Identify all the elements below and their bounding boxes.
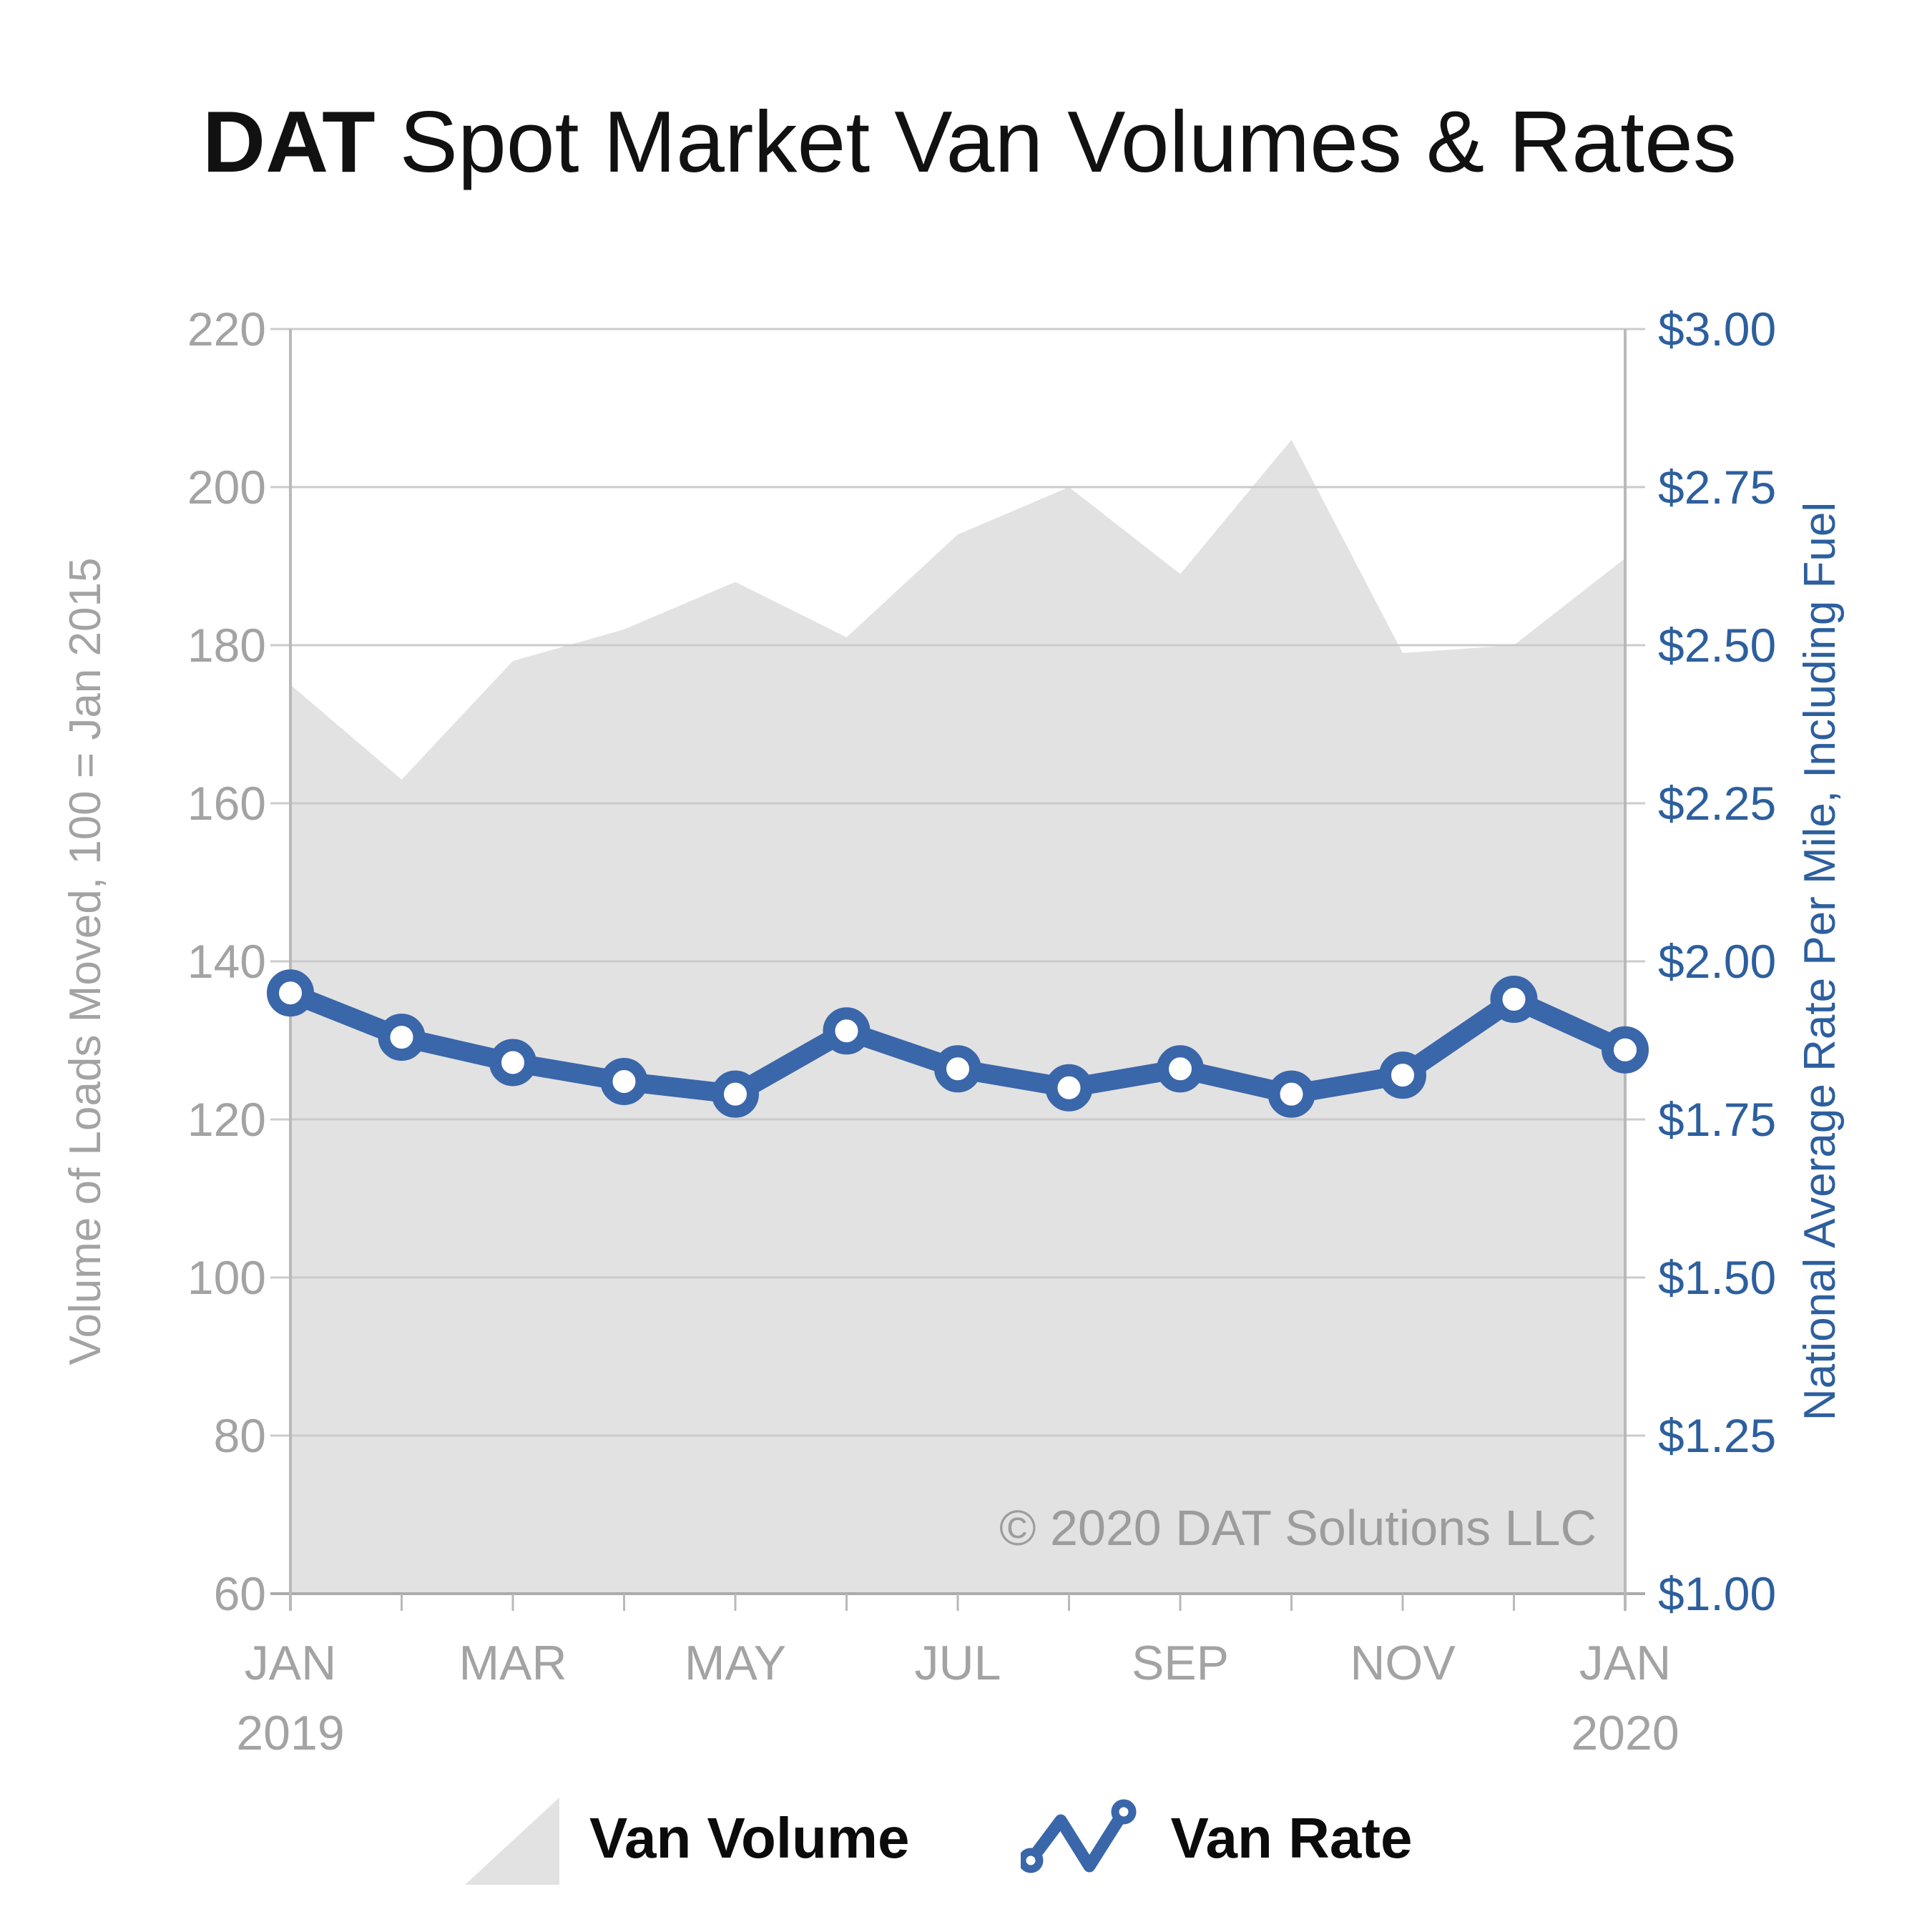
van-rate-point-9 <box>1267 1070 1315 1118</box>
right-axis-title: National Average Rate Per Mile, Includin… <box>1795 502 1845 1421</box>
van-volume-legend-swatch <box>465 1798 559 1885</box>
van-rate-point-5 <box>823 1007 871 1055</box>
x-axis-label-0: JAN <box>245 1636 336 1690</box>
right-axis-label-2.25: $2.25 <box>1658 777 1776 830</box>
left-axis-label-200: 200 <box>187 461 266 514</box>
van-rate-point-6 <box>934 1045 981 1093</box>
left-axis-label-220: 220 <box>187 303 266 355</box>
right-axis-label-2.50: $2.50 <box>1658 619 1776 672</box>
right-axis-label-2.00: $2.00 <box>1658 935 1776 988</box>
left-axis-label-160: 160 <box>187 777 266 830</box>
page-title-brand: DAT <box>202 93 376 190</box>
right-axis-label-1.00: $1.00 <box>1658 1567 1776 1620</box>
van-volume-area <box>290 439 1625 1594</box>
x-axis-label-4: MAY <box>685 1636 786 1690</box>
van-rate-point-12 <box>1602 1026 1649 1074</box>
x-axis-label-8: SEP <box>1132 1636 1229 1690</box>
left-axis-label-60: 60 <box>214 1567 266 1620</box>
van-rate-legend-label: Van Rate <box>1170 1806 1413 1870</box>
watermark: © 2020 DAT Solutions LLC <box>999 1500 1597 1556</box>
right-axis-label-2.75: $2.75 <box>1658 461 1776 514</box>
left-axis-label-180: 180 <box>187 619 266 672</box>
van-volume-legend-label: Van Volume <box>589 1806 910 1870</box>
x-axis-label-2: MAR <box>459 1636 567 1690</box>
left-axis-title: Volume of Loads Moved, 100 = Jan 2015 <box>61 558 110 1365</box>
right-axis-label-1.75: $1.75 <box>1658 1093 1776 1146</box>
legend: Van Volume Van Rate <box>465 1785 1412 1892</box>
van-rate-point-4 <box>712 1070 759 1118</box>
left-axis-label-100: 100 <box>187 1251 266 1304</box>
x-axis-label-6: JUL <box>915 1636 1001 1690</box>
x-axis-year-2020: 2020 <box>1571 1706 1679 1760</box>
right-axis-label-1.25: $1.25 <box>1658 1409 1776 1462</box>
van-rate-legend-icon <box>1020 1799 1137 1873</box>
van-rate-point-2 <box>489 1039 536 1087</box>
van-rate-point-10 <box>1379 1051 1426 1099</box>
van-rate-point-11 <box>1490 976 1538 1024</box>
chart-foreground-layer: 60 $1.00 80 $1.25 100 $1.50 120 $1.75 140 $2.00 16… <box>187 303 1776 1760</box>
chart-background-layer <box>270 328 1645 1611</box>
x-axis-label-12: JAN <box>1579 1636 1671 1690</box>
van-rate-point-1 <box>378 1014 426 1061</box>
x-axis-label-10: NOV <box>1350 1636 1456 1690</box>
van-rate-point-0 <box>267 969 314 1017</box>
left-axis-label-120: 120 <box>187 1093 266 1146</box>
van-rate-point-7 <box>1045 1064 1093 1112</box>
van-rate-point-3 <box>600 1057 648 1105</box>
x-axis-year-2019: 2019 <box>236 1706 344 1760</box>
left-axis-label-80: 80 <box>214 1409 266 1462</box>
right-axis-label-1.50: $1.50 <box>1658 1251 1776 1304</box>
left-axis-label-140: 140 <box>187 935 266 988</box>
right-axis-label-3.00: $3.00 <box>1658 303 1776 355</box>
page-title: DAT Spot Market Van Volumes & Rates <box>202 92 1737 192</box>
page-title-text: Spot Market Van Volumes & Rates <box>375 93 1737 190</box>
van-rate-point-8 <box>1157 1045 1204 1093</box>
